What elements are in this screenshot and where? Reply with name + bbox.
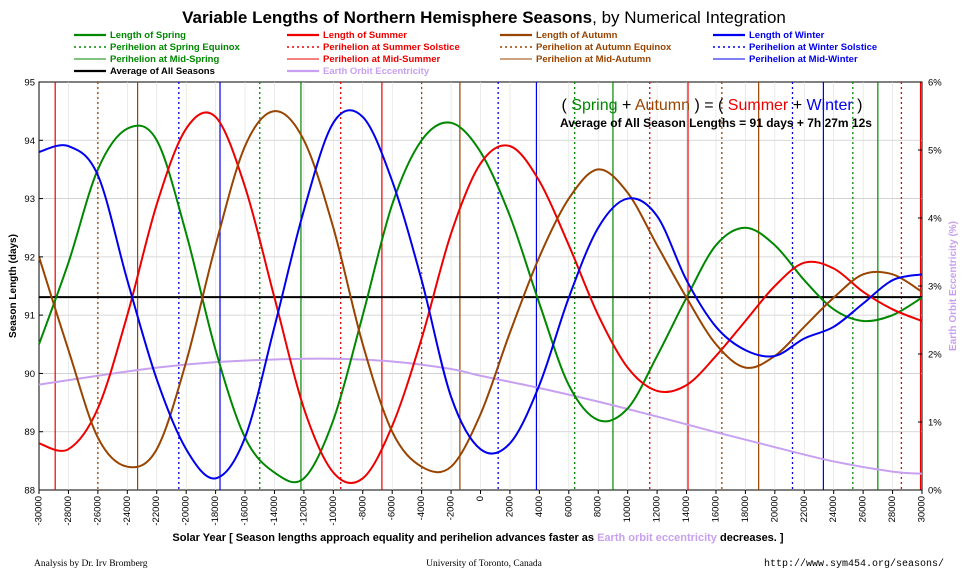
x-tick-label: -12000 [298, 496, 309, 526]
y-tick-label: 92 [24, 252, 35, 263]
x-tick-label: 18000 [740, 496, 751, 522]
x-tick-label: -26000 [92, 496, 103, 526]
x-tick-label: 16000 [710, 496, 721, 522]
footer-university: University of Toronto, Canada [426, 558, 543, 569]
y2-tick-label: 2% [928, 350, 942, 361]
chart-title: Variable Lengths of Northern Hemisphere … [182, 8, 786, 27]
legend-label: Earth Orbit Eccentricity [323, 66, 430, 77]
y-tick-label: 90 [24, 369, 35, 380]
series-line-eccentricity [38, 357, 923, 475]
y-tick-label: 93 [24, 194, 35, 205]
eq-autumn: Autumn [635, 97, 690, 114]
x-tick-label: 30000 [917, 496, 928, 522]
y2-axis-title: Earth Orbit Eccentricity (%) [948, 221, 959, 351]
grid-lines [39, 82, 922, 490]
legend-label: Length of Winter [749, 30, 825, 41]
legend-label: Perihelion at Mid-Autumn [536, 54, 651, 65]
x-tick-label: 28000 [887, 496, 898, 522]
x-tick-label: 10000 [622, 496, 633, 522]
x-tick-label: 8000 [593, 496, 604, 517]
x-tick-label: -30000 [34, 496, 45, 526]
x-tick-label: -24000 [122, 496, 133, 526]
legend-label: Average of All Seasons [110, 66, 215, 77]
x-tick-label: -16000 [240, 496, 251, 526]
x-axis-title-post: decreases. ] [717, 532, 784, 544]
series-line-winter [38, 109, 923, 480]
x-axis-title-highlight: Earth orbit eccentricity [597, 532, 718, 544]
x-tick-label: 20000 [769, 496, 780, 522]
axes: 88 89 90 91 92 93 94 95 0% 1% 2% 3% 4% 5% 6% -30000 -280… [24, 78, 942, 526]
x-axis-title: Solar Year [ Season lengths approach equ… [172, 532, 783, 544]
eq-winter: Winter [806, 97, 853, 114]
series-lines [38, 109, 923, 484]
x-tick-label: 6000 [563, 496, 574, 517]
x-tick-label: -22000 [151, 496, 162, 526]
eq-summer: Summer [728, 97, 789, 114]
eq-plus1: + [618, 97, 635, 114]
x-tick-label: -18000 [210, 496, 221, 526]
y2-tick-label: 5% [928, 146, 942, 157]
eq-plus2: + [788, 97, 806, 114]
y-tick-label: 95 [24, 78, 35, 89]
series-line-summer [38, 111, 923, 484]
x-tick-label: 24000 [828, 496, 839, 522]
y2-tick-label: 4% [928, 214, 942, 225]
title-main: Variable Lengths of Northern Hemisphere … [182, 8, 592, 27]
legend-label: Length of Spring [110, 30, 186, 41]
x-tick-label: -14000 [269, 496, 280, 526]
legend-label: Perihelion at Winter Solstice [749, 42, 877, 53]
x-tick-label: 2000 [504, 496, 515, 517]
x-tick-label: 12000 [652, 496, 663, 522]
y2-tick-label: 1% [928, 418, 942, 429]
x-tick-label: -28000 [63, 496, 74, 526]
y-tick-label: 89 [24, 427, 35, 438]
x-tick-label: -4000 [416, 496, 427, 520]
eq-mid: ) = ( [690, 97, 728, 114]
x-tick-label: 14000 [681, 496, 692, 522]
x-tick-label: 0 [475, 496, 486, 501]
series-line-spring [38, 121, 923, 484]
footer-author: Analysis by Dr. Irv Bromberg [34, 559, 148, 569]
eq-open: ( [561, 97, 571, 114]
x-tick-label: -8000 [357, 496, 368, 520]
legend-label: Perihelion at Mid-Winter [749, 54, 858, 65]
x-tick-label: -2000 [446, 496, 457, 520]
y-tick-label: 91 [24, 311, 35, 322]
y2-tick-label: 6% [928, 78, 942, 89]
legend-label: Perihelion at Autumn Equinox [536, 42, 672, 53]
eq-spring: Spring [571, 97, 617, 114]
x-tick-label: 26000 [858, 496, 869, 522]
season-equation: ( Spring + Autumn ) = ( Summer + Winter … [561, 97, 862, 114]
legend-label: Perihelion at Mid-Spring [110, 54, 219, 65]
eq-close: ) [853, 97, 863, 114]
y2-tick-label: 3% [928, 282, 942, 293]
y-tick-label: 94 [24, 136, 35, 147]
footer-url: http://www.sym454.org/seasons/ [764, 558, 944, 570]
x-axis-title-pre: Solar Year [ Season lengths approach equ… [172, 532, 597, 544]
series-line-autumn [38, 110, 923, 474]
x-tick-label: -6000 [387, 496, 398, 520]
y2-tick-label: 0% [928, 486, 942, 497]
x-tick-label: 4000 [534, 496, 545, 517]
x-tick-label: -10000 [328, 496, 339, 526]
x-tick-label: -20000 [181, 496, 192, 526]
x-tick-label: 22000 [799, 496, 810, 522]
y-axis-title: Season Length (days) [8, 234, 19, 338]
y-tick-label: 88 [24, 486, 35, 497]
legend-label: Perihelion at Summer Solstice [323, 42, 460, 53]
average-length-text: Average of All Season Lengths = 91 days … [560, 116, 872, 130]
legend-label: Perihelion at Mid-Summer [323, 54, 440, 65]
legend-label: Perihelion at Spring Equinox [110, 42, 241, 53]
title-subtitle: , by Numerical Integration [592, 8, 786, 27]
legend-label: Length of Summer [323, 30, 407, 41]
legend-label: Length of Autumn [536, 30, 618, 41]
